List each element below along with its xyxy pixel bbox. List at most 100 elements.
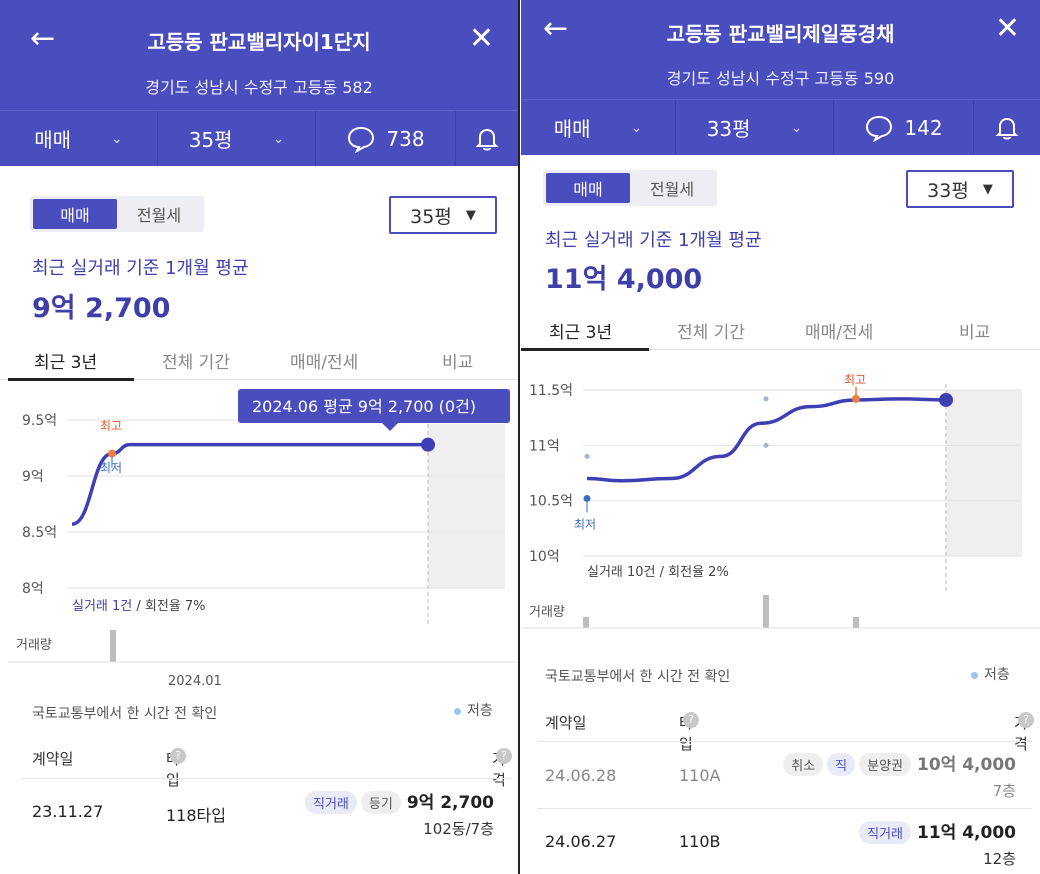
- divider: [537, 808, 1032, 809]
- trade-point: [584, 453, 590, 459]
- row-type: 118타입: [166, 806, 226, 825]
- tooltip-arrow: [382, 423, 398, 431]
- size-select[interactable]: 35평 ⌄: [158, 111, 316, 166]
- volume-label: 거래량: [16, 638, 52, 653]
- row-price: 9억 2,700: [406, 793, 494, 813]
- row-floor: 12층: [983, 850, 1016, 868]
- segment-sale[interactable]: 매매: [546, 173, 630, 203]
- size-select[interactable]: 33평 ⌄: [676, 100, 834, 155]
- price-chart: 11.5억 11억 10.5억 10억 최저 최고 실거래 10건 / 회전율 2% 거래량: [521, 354, 1040, 630]
- page-title: 고등동 판교밸리자이1단지: [147, 30, 371, 54]
- volume-bar: [763, 595, 769, 628]
- deal-type-select[interactable]: 매매 ⌄: [521, 100, 676, 155]
- period-tabs: 최근 3년 전체 기간 매매/전세 비교: [521, 308, 1040, 351]
- segment-rent[interactable]: 전월세: [136, 206, 182, 225]
- volume-bar: [110, 630, 116, 662]
- tab-compare[interactable]: 비교: [959, 323, 991, 343]
- trade-point: [763, 396, 769, 402]
- caret-down-icon: ▼: [982, 181, 993, 197]
- row-type: 110B: [679, 832, 721, 851]
- close-icon[interactable]: ✕: [994, 11, 1020, 46]
- help-icon[interactable]: ?: [683, 712, 699, 728]
- filter-bar: 매매 ⌄ 35평 ⌄ 738: [0, 110, 518, 166]
- comment-icon: [348, 126, 375, 153]
- deal-type-label: 매매: [553, 117, 591, 141]
- tab-all-period[interactable]: 전체 기간: [677, 323, 745, 343]
- notify-button[interactable]: [456, 111, 518, 166]
- comment-count: 738: [386, 126, 425, 151]
- trade-count: 실거래 10건: [587, 565, 656, 580]
- tab-compare[interactable]: 비교: [442, 353, 474, 373]
- size-dropdown[interactable]: 33평 ▼: [906, 170, 1014, 208]
- min-label: 최저: [574, 517, 596, 531]
- chevron-down-icon: ⌄: [630, 119, 643, 136]
- price-line: [71, 442, 428, 526]
- tab-recent-3y[interactable]: 최근 3년: [34, 353, 98, 373]
- badge-direct: 직거래: [305, 791, 357, 814]
- segment-sale[interactable]: 매매: [33, 199, 117, 229]
- comments-button[interactable]: 142: [834, 100, 974, 155]
- address: 경기도 성남시 수정구 고등동 582: [145, 78, 373, 97]
- row-floor: 7층: [992, 782, 1016, 800]
- trade-point: [583, 494, 591, 502]
- back-icon[interactable]: ←: [543, 11, 569, 46]
- comments-button[interactable]: 738: [316, 111, 456, 166]
- size-dropdown-value: 35평: [410, 205, 452, 228]
- comment-icon: [866, 115, 893, 142]
- max-point: [852, 394, 860, 403]
- avg-label: 최근 실거래 기준 1개월 평균: [32, 258, 249, 279]
- table-row[interactable]: 24.06.28 110A 취소 직 분양권 10억 4,000 7층: [521, 744, 1040, 806]
- row-price-line: 직거래 등기 9억 2,700: [301, 788, 494, 814]
- comment-count: 142: [904, 115, 943, 140]
- chevron-down-icon: ⌄: [111, 130, 123, 147]
- deal-type-select[interactable]: 매매 ⌄: [0, 111, 158, 166]
- badge-direct: 직: [827, 753, 856, 776]
- address: 경기도 성남시 수정구 고등동 590: [666, 69, 895, 88]
- trade-summary: 실거래 1건 / 회전율 7%: [72, 599, 206, 614]
- table-row[interactable]: 24.06.27 110B 직거래 11억 4,000 12층: [521, 810, 1040, 872]
- table-row[interactable]: 23.11.27 118타입 직거래 등기 9억 2,700 102동/7층: [0, 780, 518, 850]
- tab-recent-3y[interactable]: 최근 3년: [549, 323, 613, 343]
- header: ← 고등동 판교밸리제일풍경채 ✕ 경기도 성남시 수정구 고등동 590 매매…: [521, 0, 1040, 155]
- max-label: 최고: [844, 373, 866, 387]
- volume-bar: [853, 617, 859, 628]
- size-dropdown-value: 33평: [927, 179, 969, 202]
- current-point: [421, 437, 435, 452]
- tooltip-text: 2024.06 평균 9억 2,700 (0건): [252, 397, 476, 416]
- col-date: 계약일: [545, 714, 587, 732]
- y-tick-label: 8.5억: [22, 525, 57, 541]
- y-tick-label: 11.5억: [529, 383, 573, 399]
- legend-dot: [971, 671, 978, 679]
- chevron-down-icon: ⌄: [790, 119, 803, 136]
- back-icon[interactable]: ←: [30, 21, 56, 56]
- col-date: 계약일: [32, 750, 74, 768]
- close-icon[interactable]: ✕: [468, 21, 494, 56]
- segment-rent[interactable]: 전월세: [649, 180, 695, 199]
- volume-bar: [583, 617, 589, 628]
- y-tick-label: 9억: [22, 469, 44, 485]
- avg-price: 9억 2,700: [32, 293, 171, 324]
- help-icon[interactable]: ?: [496, 748, 512, 764]
- size-label: 35평: [188, 128, 233, 152]
- tab-sale-jeonse[interactable]: 매매/전세: [805, 323, 874, 343]
- help-icon[interactable]: ?: [170, 748, 186, 764]
- notify-button[interactable]: [974, 100, 1040, 155]
- tab-sale-jeonse[interactable]: 매매/전세: [290, 353, 359, 373]
- min-label: 최저: [100, 461, 122, 475]
- row-date: 24.06.27: [545, 832, 617, 851]
- size-label: 33평: [706, 117, 751, 141]
- page-title: 고등동 판교밸리제일풍경채: [666, 22, 895, 46]
- row-date: 23.11.27: [32, 802, 104, 821]
- help-icon[interactable]: ?: [1018, 712, 1034, 728]
- row-type: 110A: [679, 766, 721, 785]
- legend-low-floor: 저층: [454, 700, 493, 720]
- row-price: 10억 4,000: [917, 755, 1016, 775]
- trade-count: 실거래 1건: [72, 599, 132, 614]
- size-dropdown[interactable]: 35평 ▼: [389, 196, 497, 234]
- price-chart: 9.5억 9억 8.5억 8억 최고 최저 2024.06 평균 9억 2,700 (0건)…: [0, 384, 518, 694]
- future-shade: [428, 424, 505, 588]
- legend-low-floor: 저층: [971, 664, 1010, 684]
- tab-all-period[interactable]: 전체 기간: [162, 353, 230, 373]
